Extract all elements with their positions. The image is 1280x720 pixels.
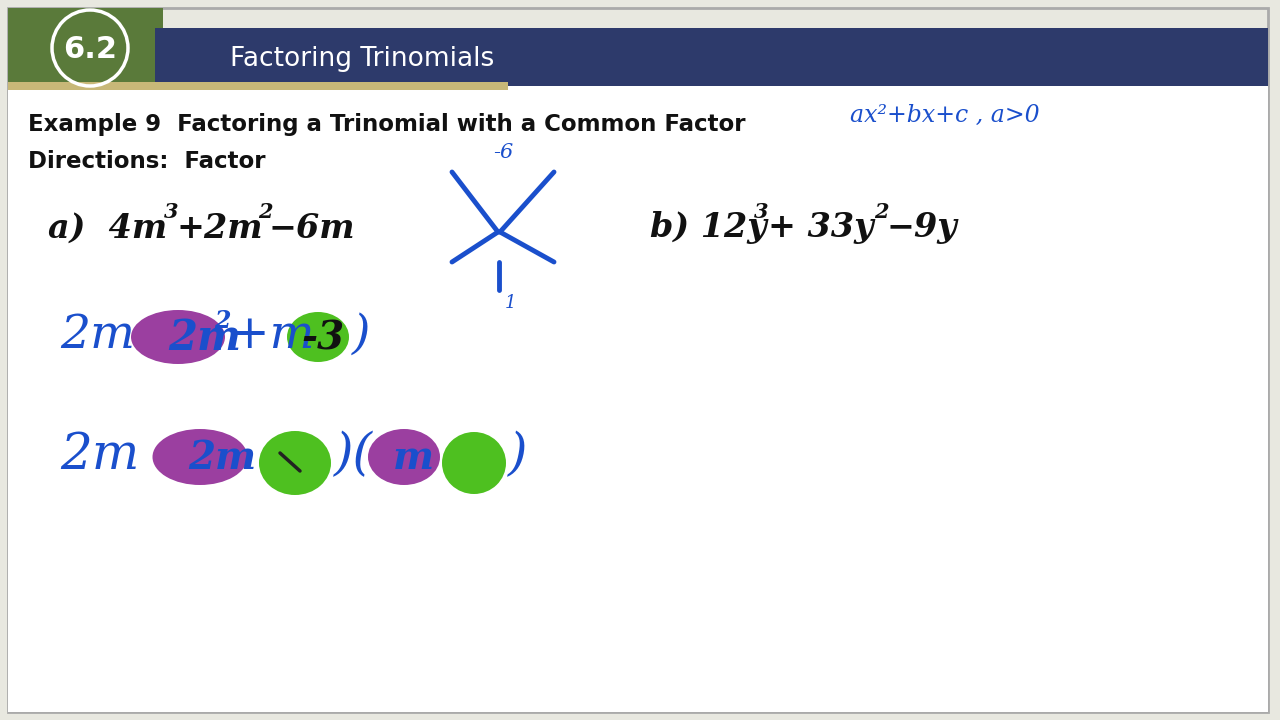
FancyBboxPatch shape xyxy=(8,82,508,90)
Text: 2: 2 xyxy=(874,202,888,222)
FancyBboxPatch shape xyxy=(8,8,1268,712)
Text: −9y: −9y xyxy=(886,212,956,245)
Text: ax²+bx+c , a>0: ax²+bx+c , a>0 xyxy=(850,104,1039,127)
Text: )(: )( xyxy=(334,431,372,480)
Text: b) 12y: b) 12y xyxy=(650,212,767,245)
Ellipse shape xyxy=(131,310,225,364)
Text: Example 9  Factoring a Trinomial with a Common Factor: Example 9 Factoring a Trinomial with a C… xyxy=(28,114,745,137)
Text: 3: 3 xyxy=(754,202,768,222)
Text: -6: -6 xyxy=(493,143,513,161)
Text: 2m: 2m xyxy=(168,317,241,359)
Ellipse shape xyxy=(442,432,506,494)
Text: -3: -3 xyxy=(301,319,344,357)
Text: 1: 1 xyxy=(506,294,517,312)
FancyBboxPatch shape xyxy=(8,8,163,86)
Text: 2m: 2m xyxy=(60,431,140,480)
FancyBboxPatch shape xyxy=(155,28,1268,86)
Text: a)  4m: a) 4m xyxy=(49,212,168,245)
Text: 2m: 2m xyxy=(188,439,256,477)
Ellipse shape xyxy=(152,429,247,485)
Text: m: m xyxy=(393,439,434,477)
Text: 2: 2 xyxy=(259,202,273,222)
Text: 2m (: 2m ( xyxy=(60,312,168,358)
Text: + 33y: + 33y xyxy=(768,212,873,245)
Text: Directions:  Factor: Directions: Factor xyxy=(28,150,265,174)
Text: ): ) xyxy=(352,312,370,358)
Text: +2m: +2m xyxy=(177,212,262,245)
Text: −6m: −6m xyxy=(268,212,355,245)
Text: ): ) xyxy=(508,431,527,480)
Text: 6.2: 6.2 xyxy=(63,35,116,65)
FancyBboxPatch shape xyxy=(8,86,1268,712)
Text: Factoring Trinomials: Factoring Trinomials xyxy=(230,46,494,72)
Ellipse shape xyxy=(259,431,332,495)
Ellipse shape xyxy=(369,429,440,485)
Text: 3: 3 xyxy=(164,202,178,222)
Text: +m: +m xyxy=(230,312,315,358)
Ellipse shape xyxy=(287,312,349,362)
Text: 2: 2 xyxy=(214,309,230,333)
